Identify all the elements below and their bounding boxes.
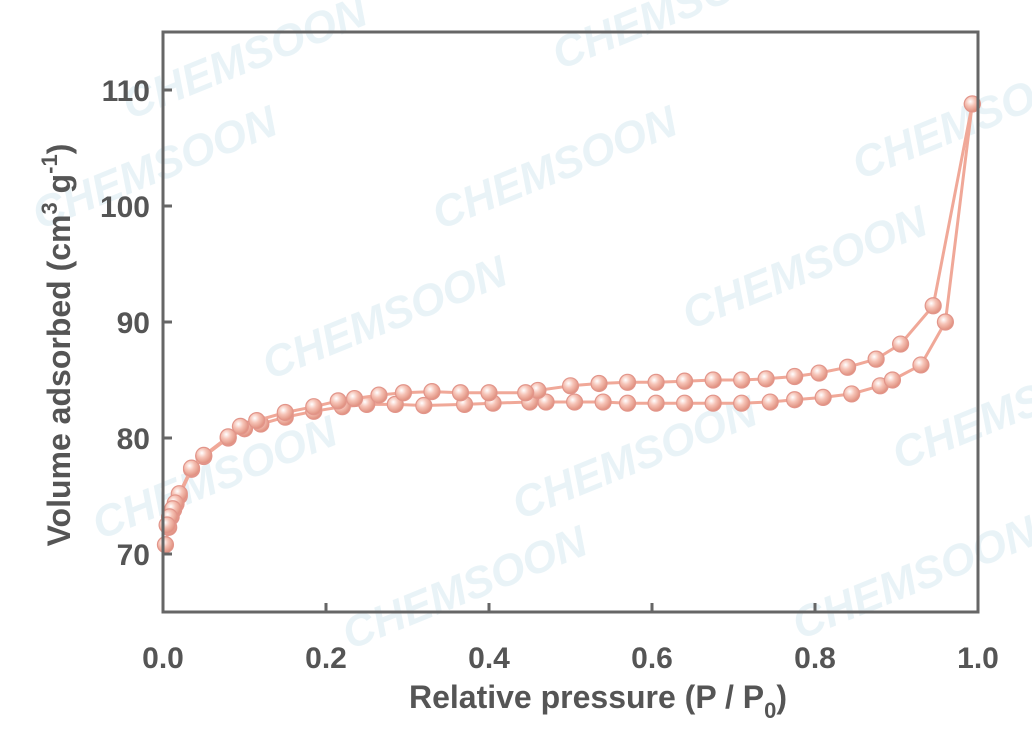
series-2-point (786, 367, 804, 386)
watermark-9: CHEMSOON (885, 336, 1032, 479)
series-1-point (537, 393, 555, 411)
series-1-point (386, 395, 404, 413)
watermark-4: CHEMSOON (845, 46, 1032, 189)
series-1-point (761, 393, 779, 411)
series-2-point (329, 392, 347, 410)
series-1-point (814, 388, 832, 406)
series-1-point (415, 396, 433, 415)
series-2-point (891, 335, 910, 353)
series-2-point (219, 428, 237, 446)
watermark-10: CHEMSOON (335, 516, 595, 659)
series-1-point (675, 394, 694, 412)
series-2-point (963, 95, 981, 113)
series-2-point (394, 384, 413, 402)
watermark-3: CHEMSOON (425, 96, 685, 239)
x-tick-label: 0.0 (142, 642, 184, 675)
series-2-point (423, 383, 441, 401)
series-1-point (912, 356, 930, 374)
axis-ticks: 0.0 0.2 0.4 0.6 0.8 1.0 70 80 90 100 110 (100, 75, 999, 675)
series-2-point (370, 386, 388, 404)
x-tick-label: 0.6 (631, 642, 673, 675)
y-axis-title: Volume adsorbed (cm3 g-1) (37, 144, 77, 547)
series-1-point (704, 394, 722, 412)
series-2-point (838, 358, 857, 376)
series-2-point (757, 370, 775, 388)
y-tick-label: 80 (117, 423, 150, 456)
series-2-point (733, 371, 751, 389)
series-2-point (704, 371, 722, 389)
series-1-point (786, 391, 804, 409)
series-2-point (675, 372, 694, 390)
series-2-point (561, 377, 580, 395)
series-1-point (565, 393, 584, 411)
series-2-point (590, 374, 608, 393)
series-2-point (231, 417, 250, 435)
series-1-point (843, 385, 861, 403)
series-1-point (936, 313, 955, 331)
series-2-point (517, 384, 535, 402)
watermark-6: CHEMSOON (675, 196, 935, 339)
series-2-point (158, 516, 176, 534)
series-2-point (182, 459, 201, 477)
x-tick-label: 0.8 (794, 642, 836, 675)
watermark-11: CHEMSOON (785, 506, 1032, 649)
series-2-point (618, 373, 637, 391)
series-2-point (195, 446, 213, 464)
y-tick-label: 100 (100, 191, 150, 224)
x-tick-label: 0.4 (468, 642, 510, 675)
x-tick-label: 0.2 (305, 642, 347, 675)
series-1-point (156, 536, 175, 554)
y-tick-label: 70 (117, 539, 150, 572)
y-tick-label: 90 (117, 307, 150, 340)
series-1-point (594, 393, 612, 411)
series-2-point (810, 364, 828, 382)
series-1-point (733, 394, 751, 412)
series-2-point (305, 398, 323, 416)
series-2-point (867, 350, 885, 368)
series-1-point (647, 394, 665, 412)
series-2-point (248, 412, 266, 430)
watermark-5: CHEMSOON (255, 246, 515, 389)
series-2-point (345, 389, 364, 408)
series-2-point (451, 384, 470, 402)
series-1-point (883, 371, 902, 389)
series-1-point (618, 394, 637, 412)
y-tick-label: 110 (102, 75, 150, 108)
x-tick-label: 1.0 (957, 642, 999, 675)
plot-series (156, 95, 981, 554)
series-2-point (647, 373, 665, 391)
series-2-point (924, 297, 942, 315)
series-2-point (276, 403, 294, 422)
x-axis-title: Relative pressure (P / P0) (409, 679, 787, 723)
watermark-1: CHEMSOON (545, 0, 805, 79)
series-2-point (480, 384, 498, 402)
